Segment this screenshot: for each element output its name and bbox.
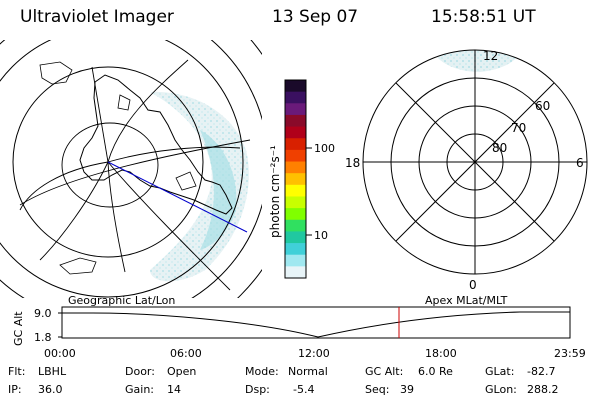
colorbar-cell — [285, 173, 306, 186]
colorbar-cell — [285, 243, 306, 256]
colorbar-cell — [285, 184, 306, 198]
colorbar-unit-label: photon cm⁻²s⁻¹ — [268, 145, 282, 238]
ip-label: IP: — [8, 383, 22, 396]
timeline-axis-label: GC Alt — [12, 311, 25, 346]
door-value: Open — [167, 365, 197, 378]
mlt-label-12: 12 — [483, 49, 498, 63]
mlat-label-80: 80 — [492, 141, 507, 155]
x-tick-0600: 06:00 — [170, 347, 202, 360]
mlt-label-6: 6 — [576, 156, 584, 170]
polar-plot: 12 18 6 0 60 70 80 — [345, 49, 588, 292]
colorbar-cell — [285, 219, 306, 233]
door-label: Door: — [125, 365, 155, 378]
y-tick-9: 9.0 — [34, 307, 52, 320]
look-direction-line — [107, 161, 248, 233]
gain-label: Gain: — [125, 383, 154, 396]
y-tick-1.8: 1.8 — [34, 331, 52, 344]
coastline — [79, 74, 233, 215]
x-tick-0000: 00:00 — [44, 347, 76, 360]
x-tick-1800: 18:00 — [425, 347, 457, 360]
colorbar: 100 10 photon cm⁻²s⁻¹ — [268, 79, 335, 279]
seq-label: Seq: — [365, 383, 390, 396]
dsp-value: -5.4 — [293, 383, 315, 396]
mode-value: Normal — [288, 365, 328, 378]
colorbar-cell — [285, 91, 306, 104]
colorbar-cell — [285, 126, 306, 139]
colorbar-cell — [285, 266, 306, 279]
geographic-map — [0, 40, 262, 298]
timeline-left-title: Geographic Lat/Lon — [68, 294, 175, 307]
ip-value: 36.0 — [38, 383, 63, 396]
colorbar-cell — [285, 80, 306, 93]
auroral-emission — [150, 91, 249, 282]
gain-value: 14 — [167, 383, 181, 396]
glon-label: GLon: — [485, 383, 517, 396]
gcalt-label: GC Alt: — [365, 365, 404, 378]
colorbar-cell — [285, 161, 306, 174]
colorbar-cell — [285, 231, 306, 244]
colorbar-cell — [285, 103, 306, 116]
colorbar-tick-100: 100 — [314, 142, 335, 155]
glat-value: -82.7 — [527, 365, 556, 378]
altitude-curve — [62, 311, 570, 338]
colorbar-cell — [285, 149, 306, 163]
flt-label: Flt: — [8, 365, 26, 378]
colorbar-cell — [285, 138, 306, 151]
mlat-label-70: 70 — [511, 121, 526, 135]
dsp-label: Dsp: — [245, 383, 270, 396]
mlat-label-60: 60 — [535, 99, 550, 113]
colorbar-cell — [285, 208, 306, 221]
colorbar-tick-10: 10 — [314, 229, 328, 242]
timeline-right-title: Apex MLat/MLT — [425, 294, 508, 307]
x-tick-2359: 23:59 — [554, 347, 586, 360]
glat-label: GLat: — [485, 365, 515, 378]
mode-label: Mode: — [245, 365, 279, 378]
altitude-timeline: Geographic Lat/Lon Apex MLat/MLT GC Alt … — [12, 294, 586, 360]
mlt-label-18: 18 — [345, 156, 360, 170]
time-label: 15:58:51 UT — [431, 7, 536, 27]
glon-value: 288.2 — [527, 383, 559, 396]
mlt-label-0: 0 — [469, 278, 477, 292]
gcalt-value: 6.0 Re — [418, 365, 453, 378]
instrument-title: Ultraviolet Imager — [20, 7, 174, 27]
colorbar-cell — [285, 196, 306, 209]
x-tick-1200: 12:00 — [298, 347, 330, 360]
colorbar-cell — [285, 114, 306, 128]
date-label: 13 Sep 07 — [272, 7, 359, 27]
colorbar-cell — [285, 254, 306, 267]
seq-value: 39 — [400, 383, 414, 396]
flt-value: LBHL — [38, 365, 67, 378]
